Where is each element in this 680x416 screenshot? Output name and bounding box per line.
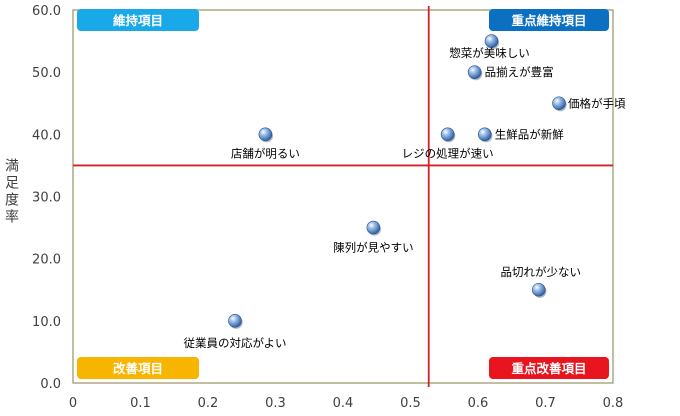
x-tick-label: 0.8 [603, 396, 624, 411]
data-point-label: 品揃えが豊富 [485, 65, 554, 79]
x-tick-label: 0.5 [400, 396, 421, 411]
data-point-label: 惣菜が美味しい [449, 46, 530, 60]
y-tick-label: 50.0 [32, 66, 61, 81]
quadrant-tag-top-right: 重点維持項目 [489, 9, 609, 31]
y-tick-label: 0.0 [40, 377, 61, 392]
data-point [258, 127, 273, 142]
data-point-label: 価格が手頃 [568, 96, 626, 110]
data-point-label: 生鮮品が新鮮 [495, 127, 564, 141]
quadrant-tag-bottom-left: 改善項目 [77, 357, 199, 379]
quadrant-tag-top-left: 維持項目 [77, 9, 199, 31]
quadrant-tag-label: 維持項目 [113, 13, 163, 28]
y-tick-label: 30.0 [32, 191, 61, 206]
data-point [467, 65, 482, 79]
data-point [228, 314, 242, 328]
data-point-label: レジの処理が速い [402, 146, 494, 160]
y-tick-label: 20.0 [32, 253, 61, 268]
data-point-label: 品切れが少ない [501, 265, 582, 279]
x-tick-label: 0.2 [198, 396, 219, 411]
quadrant-tag-box [77, 9, 199, 31]
y-tick-label: 10.0 [32, 315, 61, 330]
x-tick-label: 0 [69, 396, 77, 411]
data-point [366, 220, 381, 235]
quadrant-tag-bottom-right: 重点改善項目 [489, 357, 609, 379]
x-tick-label: 0.7 [535, 396, 556, 411]
quadrant-tag-box [489, 357, 609, 379]
x-tick-label: 0.1 [130, 396, 151, 411]
quadrant-tag-label: 改善項目 [113, 361, 163, 376]
x-tick-label: 0.4 [333, 396, 354, 411]
quadrant-tag-label: 重点改善項目 [511, 361, 586, 376]
x-tick-label: 0.6 [468, 396, 489, 411]
quadrant-tag-box [489, 9, 609, 31]
data-point [477, 127, 492, 142]
data-point [440, 127, 455, 142]
data-point-label: 従業員の対応がよい [184, 336, 287, 350]
y-tick-label: 40.0 [32, 128, 61, 143]
quadrant-tag-label: 重点維持項目 [511, 13, 586, 28]
data-point [552, 96, 566, 111]
data-point-label: 陳列が見やすい [333, 241, 414, 255]
data-point-label: 店舗が明るい [231, 146, 300, 160]
plot-frame [72, 9, 614, 384]
y-axis-label: 満足度率 [5, 159, 19, 226]
y-tick-label: 60.0 [32, 4, 61, 19]
data-point [484, 34, 499, 48]
x-tick-label: 0.3 [265, 396, 286, 411]
quadrant-tag-box [77, 357, 199, 379]
data-point [531, 282, 546, 297]
